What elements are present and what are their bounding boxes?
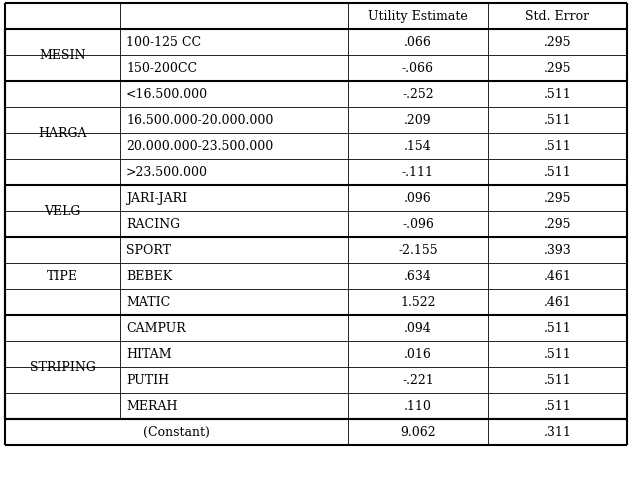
Text: Utility Estimate: Utility Estimate	[368, 9, 468, 22]
Text: .209: .209	[404, 114, 432, 126]
Text: .461: .461	[544, 269, 571, 282]
Text: HITAM: HITAM	[126, 348, 172, 361]
Text: >23.500.000: >23.500.000	[126, 165, 208, 178]
Text: 1.522: 1.522	[400, 295, 435, 308]
Text: .511: .511	[544, 88, 571, 101]
Text: .295: .295	[544, 35, 571, 48]
Text: 150-200CC: 150-200CC	[126, 61, 197, 75]
Text: -.252: -.252	[402, 88, 434, 101]
Text: .311: .311	[544, 425, 571, 439]
Text: JARI-JARI: JARI-JARI	[126, 192, 187, 205]
Text: -.096: -.096	[402, 218, 434, 231]
Text: 16.500.000-20.000.000: 16.500.000-20.000.000	[126, 114, 274, 126]
Text: .461: .461	[544, 295, 571, 308]
Text: -.066: -.066	[402, 61, 434, 75]
Text: Std. Error: Std. Error	[525, 9, 590, 22]
Text: .511: .511	[544, 322, 571, 335]
Text: .096: .096	[404, 192, 432, 205]
Text: .094: .094	[404, 322, 432, 335]
Text: .295: .295	[544, 218, 571, 231]
Text: VELG: VELG	[44, 205, 81, 218]
Text: CAMPUR: CAMPUR	[126, 322, 186, 335]
Text: -.221: -.221	[402, 374, 434, 386]
Text: .511: .511	[544, 374, 571, 386]
Text: .110: .110	[404, 399, 432, 412]
Text: .016: .016	[404, 348, 432, 361]
Text: .154: .154	[404, 139, 432, 152]
Text: 20.000.000-23.500.000: 20.000.000-23.500.000	[126, 139, 273, 152]
Text: 9.062: 9.062	[400, 425, 436, 439]
Text: .511: .511	[544, 348, 571, 361]
Text: PUTIH: PUTIH	[126, 374, 169, 386]
Text: -2.155: -2.155	[398, 244, 438, 256]
Text: MATIC: MATIC	[126, 295, 170, 308]
Text: TIPE: TIPE	[47, 269, 78, 282]
Text: .393: .393	[544, 244, 571, 256]
Text: 100-125 CC: 100-125 CC	[126, 35, 201, 48]
Text: .511: .511	[544, 165, 571, 178]
Text: -.111: -.111	[402, 165, 434, 178]
Text: MESIN: MESIN	[39, 48, 86, 61]
Text: .295: .295	[544, 192, 571, 205]
Text: MERAH: MERAH	[126, 399, 178, 412]
Text: HARGA: HARGA	[39, 126, 87, 139]
Text: <16.500.000: <16.500.000	[126, 88, 208, 101]
Text: .511: .511	[544, 399, 571, 412]
Text: .634: .634	[404, 269, 432, 282]
Text: .511: .511	[544, 139, 571, 152]
Text: .511: .511	[544, 114, 571, 126]
Text: (Constant): (Constant)	[143, 425, 210, 439]
Text: RACING: RACING	[126, 218, 180, 231]
Text: STRIPING: STRIPING	[30, 361, 95, 374]
Text: BEBEK: BEBEK	[126, 269, 173, 282]
Text: .295: .295	[544, 61, 571, 75]
Text: SPORT: SPORT	[126, 244, 171, 256]
Text: .066: .066	[404, 35, 432, 48]
